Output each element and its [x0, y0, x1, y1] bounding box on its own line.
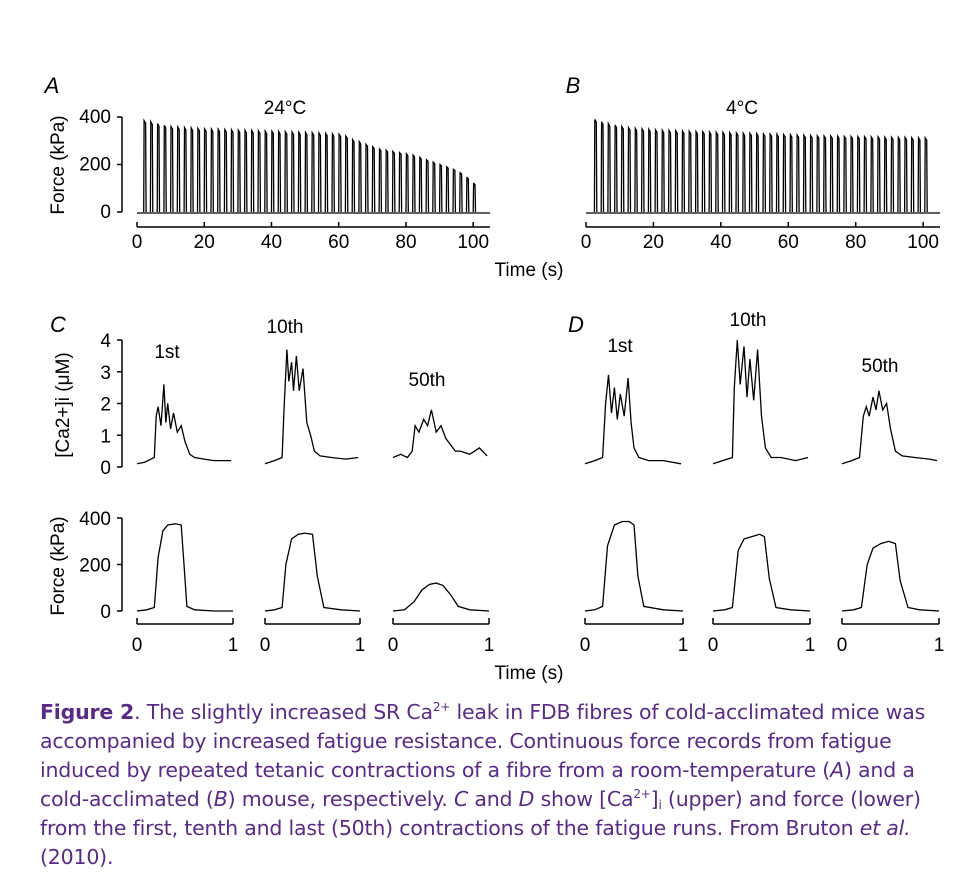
x-tick-label-a: 0 — [132, 232, 143, 253]
x-tick-label-b: 20 — [643, 232, 664, 253]
x-tick-label-b: 60 — [778, 232, 799, 253]
caption-ref-a: A — [830, 758, 844, 782]
x-tick-label-a: 100 — [457, 232, 489, 253]
ca-trace-d-1st — [584, 374, 682, 465]
panel-title-b: 4°C — [726, 98, 758, 119]
ca-y-tick-label-c: 0 — [100, 458, 111, 479]
ca-y-tick-label-c: 4 — [100, 331, 111, 352]
x-tick-label-a: 60 — [328, 232, 349, 253]
trace-label-c-10th: 10th — [267, 317, 304, 338]
caption-sup-1: 2+ — [432, 700, 451, 714]
trace-label-d-1st: 1st — [607, 336, 633, 357]
x-tick-label-b: 100 — [907, 232, 939, 253]
x-tick-label-b: 0 — [581, 232, 592, 253]
x-tick-label-b: 80 — [845, 232, 866, 253]
panel-letter-c: C — [50, 312, 66, 337]
force-trace-c-10th — [264, 532, 361, 612]
caption-text-5: and — [468, 787, 519, 811]
caption-text-4: ) mouse, respectively. — [227, 787, 454, 811]
trace-label-d-50th: 50th — [862, 356, 899, 377]
x-tick-label-d: 1 — [805, 635, 816, 656]
caption-figure-label: Figure 2 — [40, 700, 135, 724]
force-trace-d-1st — [584, 520, 684, 612]
force-trace-d-10th — [712, 533, 811, 612]
force-y-axis-label-c: Force (kPa) — [48, 516, 69, 615]
ca-y-tick-label-c: 3 — [100, 363, 111, 384]
caption-sub: i — [658, 798, 662, 812]
panel-letter-b: B — [566, 73, 581, 98]
caption-text-7: ] — [650, 787, 659, 811]
x-tick-label-a: 80 — [395, 232, 416, 253]
panel-title-a: 24°C — [264, 98, 306, 119]
axes-layer — [117, 116, 940, 625]
caption-text-3: ) and a cold-acclimated ( — [40, 758, 915, 811]
force-y-tick-label-c: 200 — [79, 556, 111, 577]
caption-text-2: leak in FDB fibres of cold-acclimated mi… — [40, 700, 926, 782]
force-trace-d-50th — [841, 540, 940, 612]
force-y-tick-label-c: 400 — [79, 509, 111, 530]
y-axis-label-a: Force (kPa) — [48, 115, 69, 214]
ca-trace-d-50th — [841, 390, 938, 465]
x-tick-label-d: 1 — [934, 635, 945, 656]
x-tick-label-b: 40 — [710, 232, 731, 253]
caption-ref-d: D — [518, 787, 535, 811]
caption-sup-2: 2+ — [633, 787, 651, 801]
caption-et-al: et al. — [859, 816, 911, 840]
x-tick-label-d: 0 — [708, 635, 719, 656]
x-tick-label-a: 40 — [261, 232, 282, 253]
x-axis-label-top: Time (s) — [495, 260, 564, 281]
caption-text-1: . The slightly increased SR Ca — [134, 700, 433, 724]
x-tick-label-a: 20 — [194, 232, 215, 253]
caption-text-8: (upper) and force (lower) from the first… — [40, 787, 921, 840]
ca-trace-c-1st — [136, 384, 232, 465]
caption-text-6: show [Ca — [534, 787, 634, 811]
traces-layer — [136, 118, 940, 612]
x-axis-label-bottom: Time (s) — [495, 663, 564, 684]
tetanus-trace-b — [593, 119, 928, 213]
tetanus-trace-a — [143, 118, 477, 213]
force-trace-c-1st — [136, 523, 233, 612]
x-tick-label-d: 0 — [580, 635, 591, 656]
panel-letter-a: A — [43, 73, 60, 98]
trace-label-c-50th: 50th — [409, 370, 446, 391]
y-tick-label-a: 400 — [79, 107, 111, 128]
ca-trace-d-10th — [712, 339, 809, 465]
ca-y-tick-label-c: 1 — [100, 426, 111, 447]
ca-y-axis-label: [Ca2+]i (μM) — [53, 352, 74, 457]
figure-caption: Figure 2. The slightly increased SR Ca2+… — [40, 698, 960, 872]
x-tick-label-d: 1 — [678, 635, 689, 656]
x-tick-label-c: 0 — [132, 635, 143, 656]
trace-label-c-1st: 1st — [154, 342, 180, 363]
ca-trace-c-10th — [264, 349, 359, 465]
caption-ref-c: C — [453, 787, 469, 811]
y-tick-label-a: 200 — [79, 155, 111, 176]
x-tick-label-c: 1 — [228, 635, 239, 656]
y-tick-label-a: 0 — [100, 202, 111, 223]
caption-ref-b: B — [213, 787, 228, 811]
x-tick-label-c: 0 — [260, 635, 271, 656]
ca-y-tick-label-c: 2 — [100, 395, 111, 416]
trace-label-d-10th: 10th — [730, 310, 767, 331]
x-tick-label-c: 1 — [484, 635, 495, 656]
force-y-tick-label-c: 0 — [100, 602, 111, 623]
ca-trace-c-50th — [392, 409, 488, 459]
force-trace-c-50th — [392, 582, 490, 612]
panel-letter-d: D — [568, 312, 584, 337]
x-tick-label-c: 0 — [388, 635, 399, 656]
x-tick-label-c: 1 — [355, 635, 366, 656]
caption-text-9: (2010). — [40, 845, 114, 869]
x-tick-label-d: 0 — [837, 635, 848, 656]
